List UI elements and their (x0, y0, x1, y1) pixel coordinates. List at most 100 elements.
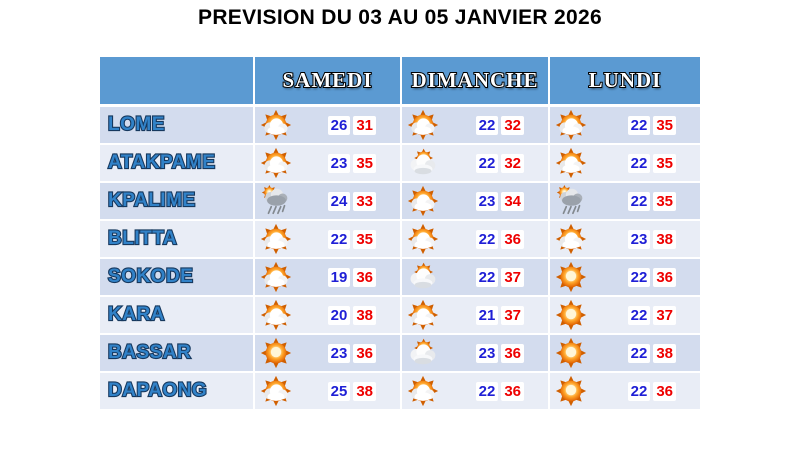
sun-cloud-icon (406, 374, 440, 408)
table-row: KARA 20 38 21 37 22 37 (100, 297, 700, 333)
day-header-label: LUNDI (588, 67, 662, 93)
temperature-pair: 26 31 (327, 115, 376, 135)
sun-icon (554, 298, 588, 332)
sun-icon (259, 336, 293, 370)
temperature-pair: 25 38 (327, 381, 376, 401)
city-cell: KARA (100, 297, 253, 333)
sun-cloud-icon (259, 374, 293, 408)
temperature-pair: 22 36 (627, 381, 676, 401)
city-cell: LOME (100, 107, 253, 143)
table-row: SOKODE 19 36 22 37 22 36 (100, 259, 700, 295)
temperature-pair: 23 35 (327, 153, 376, 173)
city-label: BASSAR (107, 341, 192, 364)
temp-min: 24 (327, 191, 351, 211)
temperature-pair: 22 37 (475, 267, 524, 287)
forecast-cell: 22 36 (550, 259, 700, 295)
temp-min: 19 (327, 267, 351, 287)
city-cell: SOKODE (100, 259, 253, 295)
temp-max: 35 (353, 229, 376, 249)
temp-min: 22 (627, 381, 651, 401)
temperature-pair: 23 34 (475, 191, 524, 211)
temp-min: 22 (627, 115, 651, 135)
forecast-cell: 21 37 (402, 297, 548, 333)
temp-max: 35 (653, 191, 676, 211)
temp-min: 23 (627, 229, 651, 249)
table-row: DAPAONG 25 38 22 36 22 36 (100, 373, 700, 409)
forecast-cell: 22 32 (402, 107, 548, 143)
forecast-cell: 22 36 (402, 221, 548, 257)
temp-min: 23 (327, 343, 351, 363)
temp-max: 35 (353, 153, 376, 173)
temp-max: 36 (653, 381, 676, 401)
forecast-cell: 22 36 (402, 373, 548, 409)
forecast-cell: 26 31 (255, 107, 400, 143)
temp-min: 22 (327, 229, 351, 249)
forecast-cell: 23 36 (255, 335, 400, 371)
temperature-pair: 24 33 (327, 191, 376, 211)
temp-min: 23 (327, 153, 351, 173)
temperature-pair: 22 38 (627, 343, 676, 363)
sun-cloud-icon (554, 146, 588, 180)
temp-min: 20 (327, 305, 351, 325)
forecast-table: SAMEDI DIMANCHE LUNDI LOME 26 31 22 32 22 35 AT… (100, 57, 700, 409)
temperature-pair: 23 38 (627, 229, 676, 249)
temp-min: 22 (475, 153, 499, 173)
temp-min: 23 (475, 343, 499, 363)
header-dimanche: DIMANCHE (402, 57, 548, 104)
temp-min: 22 (475, 229, 499, 249)
sun-icon (554, 336, 588, 370)
forecast-cell: 22 35 (255, 221, 400, 257)
forecast-cell: 23 36 (402, 335, 548, 371)
city-label: KARA (107, 303, 166, 326)
cloud-sun-icon (406, 336, 440, 370)
sun-cloud-icon (554, 222, 588, 256)
city-label: ATAKPAME (107, 151, 216, 174)
temperature-pair: 22 32 (475, 153, 524, 173)
forecast-cell: 20 38 (255, 297, 400, 333)
forecast-cell: 23 35 (255, 145, 400, 181)
sun-cloud-icon (406, 222, 440, 256)
temperature-pair: 22 35 (327, 229, 376, 249)
header-samedi: SAMEDI (255, 57, 400, 104)
forecast-cell: 22 35 (550, 183, 700, 219)
temp-min: 22 (627, 343, 651, 363)
cloud-sun-icon (406, 146, 440, 180)
sun-cloud-icon (406, 108, 440, 142)
forecast-cell: 22 36 (550, 373, 700, 409)
temp-max: 38 (653, 343, 676, 363)
rain-icon (259, 184, 293, 218)
sun-cloud-icon (406, 184, 440, 218)
temperature-pair: 20 38 (327, 305, 376, 325)
table-row: ATAKPAME 23 35 22 32 22 35 (100, 145, 700, 181)
temp-min: 25 (327, 381, 351, 401)
temp-min: 22 (627, 267, 651, 287)
sun-cloud-icon (554, 108, 588, 142)
sun-cloud-icon (259, 146, 293, 180)
temp-min: 21 (475, 305, 499, 325)
temp-max: 38 (353, 305, 376, 325)
rain-icon (554, 184, 588, 218)
table-row: LOME 26 31 22 32 22 35 (100, 107, 700, 143)
temperature-pair: 22 36 (627, 267, 676, 287)
temp-max: 36 (501, 381, 524, 401)
forecast-cell: 22 37 (402, 259, 548, 295)
temp-max: 36 (653, 267, 676, 287)
temp-min: 22 (627, 305, 651, 325)
sun-cloud-icon (259, 260, 293, 294)
temperature-pair: 23 36 (327, 343, 376, 363)
sun-cloud-icon (259, 108, 293, 142)
forecast-cell: 19 36 (255, 259, 400, 295)
temp-min: 22 (475, 115, 499, 135)
day-header-label: DIMANCHE (411, 67, 539, 93)
table-row: KPALIME 24 33 23 34 22 35 (100, 183, 700, 219)
table-body: LOME 26 31 22 32 22 35 ATAKPAME 23 35 22 32 22 35 KPAL… (100, 107, 700, 409)
page-title: PREVISION DU 03 AU 05 JANVIER 2026 (198, 6, 602, 29)
temp-max: 32 (501, 115, 524, 135)
forecast-cell: 24 33 (255, 183, 400, 219)
forecast-cell: 22 37 (550, 297, 700, 333)
temp-max: 37 (653, 305, 676, 325)
temp-min: 22 (627, 191, 651, 211)
sun-cloud-icon (259, 222, 293, 256)
table-row: BASSAR 23 36 23 36 22 38 (100, 335, 700, 371)
